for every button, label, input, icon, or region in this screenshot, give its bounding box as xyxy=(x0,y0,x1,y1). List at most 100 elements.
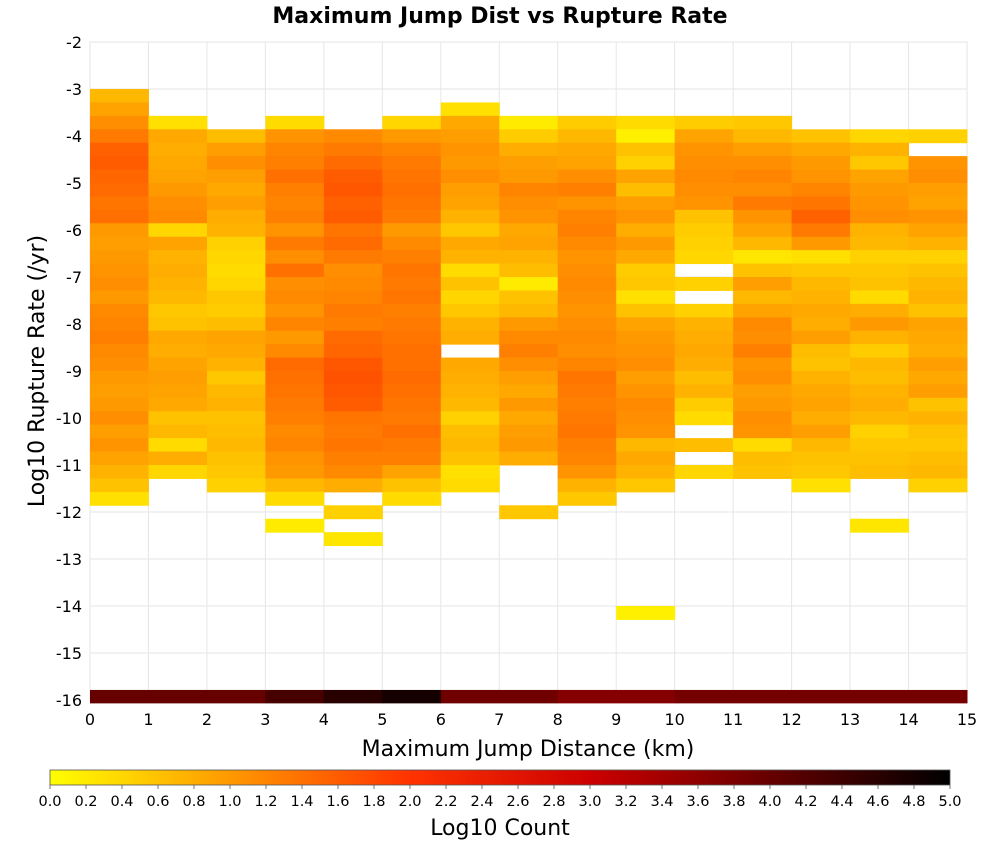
heatmap-cell xyxy=(733,236,793,251)
heatmap-cell xyxy=(674,317,734,332)
heatmap-cell xyxy=(557,115,617,130)
colorbar-tick-label: 1.2 xyxy=(254,794,277,810)
heatmap-cell xyxy=(265,411,325,426)
heatmap-cell xyxy=(206,397,266,412)
heatmap-cell xyxy=(850,142,910,157)
y-axis-label: Log10 Rupture Rate (/yr) xyxy=(25,235,50,507)
heatmap-cell xyxy=(908,129,968,144)
heatmap-cell xyxy=(323,223,383,238)
heatmap-cells xyxy=(90,89,968,620)
heatmap-cell xyxy=(791,317,851,332)
heatmap-cell xyxy=(206,209,266,224)
heatmap-cell xyxy=(148,344,208,359)
heatmap-cell xyxy=(323,411,383,426)
heatmap-cell xyxy=(557,384,617,399)
heatmap-cell xyxy=(206,478,266,493)
heatmap-cell xyxy=(791,478,851,493)
heatmap-cell xyxy=(557,357,617,372)
heatmap-cell xyxy=(382,303,442,318)
heatmap-cell xyxy=(499,371,559,385)
colorbar-tick-label: 0.0 xyxy=(38,794,61,810)
heatmap-cell xyxy=(148,223,208,238)
heatmap-cell xyxy=(850,371,910,385)
heatmap-cell xyxy=(323,478,383,493)
heatmap-cell xyxy=(90,357,149,372)
heatmap-cell xyxy=(791,263,851,278)
x-tick-label: 7 xyxy=(494,710,504,729)
heatmap-cell xyxy=(265,371,325,385)
y-tick-label: -8 xyxy=(66,315,82,334)
heatmap-cell xyxy=(382,451,442,466)
heatmap-cell xyxy=(499,317,559,332)
heatmap-cell xyxy=(265,209,325,224)
x-tick-label: 13 xyxy=(840,710,860,729)
x-axis-label: Maximum Jump Distance (km) xyxy=(362,737,695,762)
heatmap-cell xyxy=(850,209,910,224)
heatmap-cell xyxy=(499,357,559,372)
heatmap-cell xyxy=(323,236,383,251)
heatmap-cell xyxy=(323,263,383,278)
heatmap-cell xyxy=(850,263,910,278)
y-tick-label: -6 xyxy=(66,221,82,240)
heatmap-cell xyxy=(265,250,325,265)
heatmap-cell xyxy=(440,223,500,238)
heatmap-cell xyxy=(733,330,793,345)
heatmap-cell xyxy=(90,478,149,493)
colorbar-tick-label: 3.8 xyxy=(722,794,745,810)
colorbar-tick-label: 4.0 xyxy=(758,794,781,810)
heatmap-cell xyxy=(323,465,383,479)
heatmap-cell xyxy=(90,156,149,171)
band-segment xyxy=(265,689,325,704)
colorbar-tick-label: 3.0 xyxy=(578,794,601,810)
heatmap-cell xyxy=(499,384,559,399)
y-tick-label: -5 xyxy=(66,174,82,193)
heatmap-cell xyxy=(791,129,851,144)
heatmap-cell xyxy=(382,142,442,157)
y-tick-label: -9 xyxy=(66,362,82,381)
heatmap-cell xyxy=(616,371,676,385)
heatmap-cell xyxy=(323,330,383,345)
heatmap-cell xyxy=(733,250,793,265)
heatmap-cell xyxy=(90,129,149,144)
heatmap-cell xyxy=(791,223,851,238)
heatmap-cell xyxy=(382,411,442,426)
heatmap-cell xyxy=(850,451,910,466)
heatmap-cell xyxy=(148,424,208,439)
heatmap-cell xyxy=(382,384,442,399)
heatmap-cell xyxy=(791,277,851,291)
heatmap-cell xyxy=(557,317,617,332)
x-tick-label: 8 xyxy=(553,710,563,729)
heatmap-cell xyxy=(616,438,676,453)
heatmap-cell xyxy=(148,397,208,412)
heatmap-cell xyxy=(850,236,910,251)
heatmap-cell xyxy=(850,518,910,533)
heatmap-cell xyxy=(733,303,793,318)
heatmap-cell xyxy=(323,532,383,547)
heatmap-cell xyxy=(206,465,266,479)
heatmap-cell xyxy=(791,411,851,426)
heatmap-cell xyxy=(908,344,968,359)
band-segment xyxy=(674,689,968,704)
heatmap-cell xyxy=(557,263,617,278)
heatmap-cell xyxy=(440,142,500,157)
heatmap-cell xyxy=(90,330,149,345)
heatmap-cell xyxy=(206,357,266,372)
heatmap-cell xyxy=(206,183,266,197)
heatmap-cell xyxy=(206,223,266,238)
heatmap-cell xyxy=(382,478,442,493)
colorbar-tick-label: 0.8 xyxy=(182,794,205,810)
heatmap-cell xyxy=(323,357,383,372)
y-tick-label: -2 xyxy=(66,33,82,52)
heatmap-cell xyxy=(499,303,559,318)
heatmap-cell xyxy=(148,411,208,426)
heatmap-cell xyxy=(616,397,676,412)
heatmap-cell xyxy=(674,397,734,412)
heatmap-cell xyxy=(499,344,559,359)
heatmap-cell xyxy=(499,115,559,130)
heatmap-cell xyxy=(616,169,676,184)
heatmap-cell xyxy=(265,223,325,238)
heatmap-cell xyxy=(323,196,383,211)
heatmap-cell xyxy=(908,156,968,171)
heatmap-cell xyxy=(499,142,559,157)
heatmap-cell xyxy=(382,250,442,265)
